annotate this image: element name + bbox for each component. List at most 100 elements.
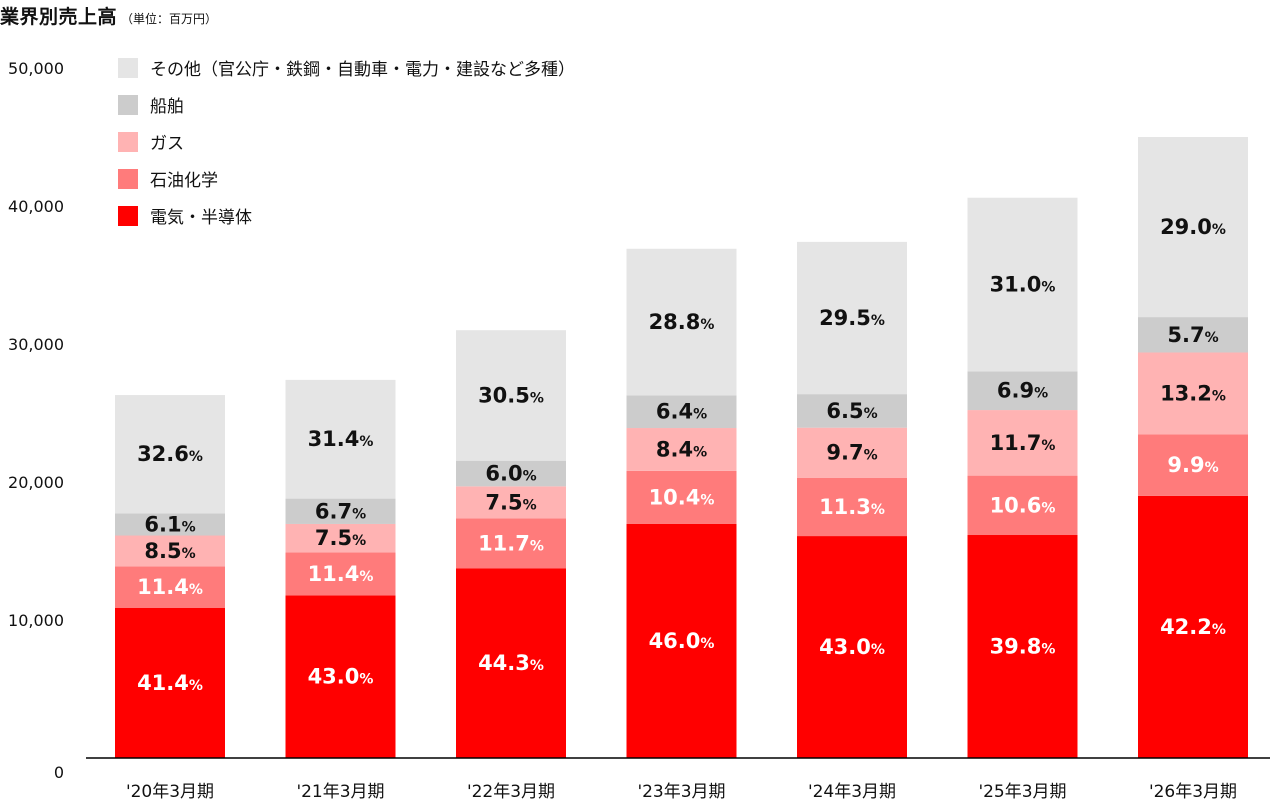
x-tick-label: '23年3月期 (637, 782, 725, 802)
x-axis: '20年3月期 '21年3月期 '22年3月期 '23年3月期 '24年3月期 '25年3… (126, 782, 1237, 802)
bar-segment (797, 427, 907, 478)
bar-segment (456, 518, 566, 569)
x-tick-label: '26年3月期 (1149, 782, 1237, 802)
bar-segment (285, 523, 396, 553)
bar-segment (626, 470, 737, 524)
bars-group: 41.4% 11.4% 8.5% 6.1% 32.6% 43.0% 11.4% 7.5% 6.7… (115, 137, 1248, 758)
bar-segment (967, 197, 1078, 372)
x-tick-label: '22年3月期 (467, 782, 555, 802)
x-tick-label: '21年3月期 (296, 782, 384, 802)
bar-segment (115, 513, 225, 536)
data-label: 29.5% (819, 306, 885, 330)
bar-segment (1138, 317, 1248, 353)
bar-segment (285, 498, 396, 524)
bar-segment (115, 535, 225, 567)
legend-swatch (118, 169, 138, 189)
data-label: 42.2% (1160, 615, 1226, 639)
bar-segment (967, 371, 1078, 411)
legend-item: ガス (118, 132, 184, 154)
bar-segment (1138, 137, 1248, 318)
data-label: 7.5% (315, 526, 366, 550)
bar-segment (456, 330, 566, 461)
data-label: 29.0% (1160, 215, 1226, 239)
legend-item: その他（官公庁・鉄鋼・自動車・電力・建設など多種） (118, 58, 575, 80)
data-label: 5.7% (1167, 323, 1218, 347)
bar-segment (967, 475, 1078, 536)
data-label: 39.8% (990, 635, 1056, 659)
bar-stack: 43.0% 11.3% 9.7% 6.5% 29.5% (797, 241, 907, 758)
data-label: 11.4% (308, 562, 374, 586)
data-label: 11.4% (137, 575, 203, 599)
legend-label: その他（官公庁・鉄鋼・自動車・電力・建設など多種） (150, 60, 575, 80)
chart-title: 業界別売上高 (0, 6, 118, 28)
bar-segment (967, 410, 1078, 476)
bar-segment (1138, 434, 1248, 496)
bar-stack: 46.0% 10.4% 8.4% 6.4% 28.8% (626, 248, 737, 758)
bar-stack: 39.8% 10.6% 11.7% 6.9% 31.0% (967, 197, 1078, 758)
bar-stack: 44.3% 11.7% 7.5% 6.0% 30.5% (456, 330, 566, 758)
bar-segment (285, 379, 396, 499)
bar-segment (797, 536, 907, 758)
legend-swatch (118, 132, 138, 152)
data-label: 32.6% (137, 442, 203, 466)
bar-segment (626, 395, 737, 429)
bar-segment (967, 535, 1078, 758)
data-label: 6.5% (826, 399, 877, 423)
data-label: 8.5% (144, 539, 195, 563)
y-tick-label: 20,000 (8, 473, 64, 492)
legend-item: 船舶 (118, 95, 184, 117)
data-label: 30.5% (478, 383, 544, 407)
bar-segment (626, 523, 737, 758)
data-label: 9.7% (826, 441, 877, 465)
y-tick-label: 50,000 (8, 59, 64, 78)
bar-segment (456, 568, 566, 758)
bar-stack: 41.4% 11.4% 8.5% 6.1% 32.6% (115, 395, 225, 758)
data-label: 31.0% (990, 273, 1056, 297)
legend-item: 石油化学 (118, 169, 218, 191)
bar-segment (115, 395, 225, 514)
data-label: 13.2% (1160, 381, 1226, 405)
bar-segment (797, 394, 907, 428)
bar-segment (1138, 495, 1248, 758)
x-tick-label: '20年3月期 (126, 782, 214, 802)
bar-segment (797, 241, 907, 395)
bar-segment (115, 607, 225, 758)
x-tick-label: '24年3月期 (808, 782, 896, 802)
data-label: 41.4% (137, 671, 203, 695)
y-tick-label: 0 (54, 763, 64, 782)
bar-stack: 42.2% 9.9% 13.2% 5.7% 29.0% (1138, 137, 1248, 758)
y-tick-label: 40,000 (8, 197, 64, 216)
legend-item: 電気・半導体 (118, 206, 252, 228)
bar-segment (456, 486, 566, 519)
bar-segment (285, 595, 396, 758)
data-label: 43.0% (308, 665, 374, 689)
legend-swatch (118, 206, 138, 226)
legend-label: 電気・半導体 (150, 208, 252, 228)
bar-stack: 43.0% 11.4% 7.5% 6.7% 31.4% (285, 379, 396, 758)
data-label: 9.9% (1167, 453, 1218, 477)
bar-segment (285, 552, 396, 596)
chart-unit: （単位：百万円） (121, 12, 218, 26)
data-label: 11.7% (478, 531, 544, 555)
legend-label: 石油化学 (150, 171, 218, 191)
data-label: 6.7% (315, 499, 366, 523)
bar-segment (115, 566, 225, 608)
data-label: 28.8% (649, 310, 715, 334)
data-label: 11.7% (990, 431, 1056, 455)
data-label: 10.4% (649, 485, 715, 509)
bar-segment (797, 477, 907, 537)
y-tick-label: 10,000 (8, 611, 64, 630)
data-label: 31.4% (308, 427, 374, 451)
data-label: 43.0% (819, 635, 885, 659)
legend-swatch (118, 95, 138, 115)
bar-segment (456, 460, 566, 487)
legend-label: ガス (150, 134, 184, 154)
legend-label: 船舶 (150, 97, 184, 117)
bar-segment (626, 248, 737, 396)
data-label: 46.0% (649, 629, 715, 653)
data-label: 8.4% (656, 437, 707, 461)
data-label: 11.3% (819, 495, 885, 519)
data-label: 7.5% (485, 490, 536, 514)
